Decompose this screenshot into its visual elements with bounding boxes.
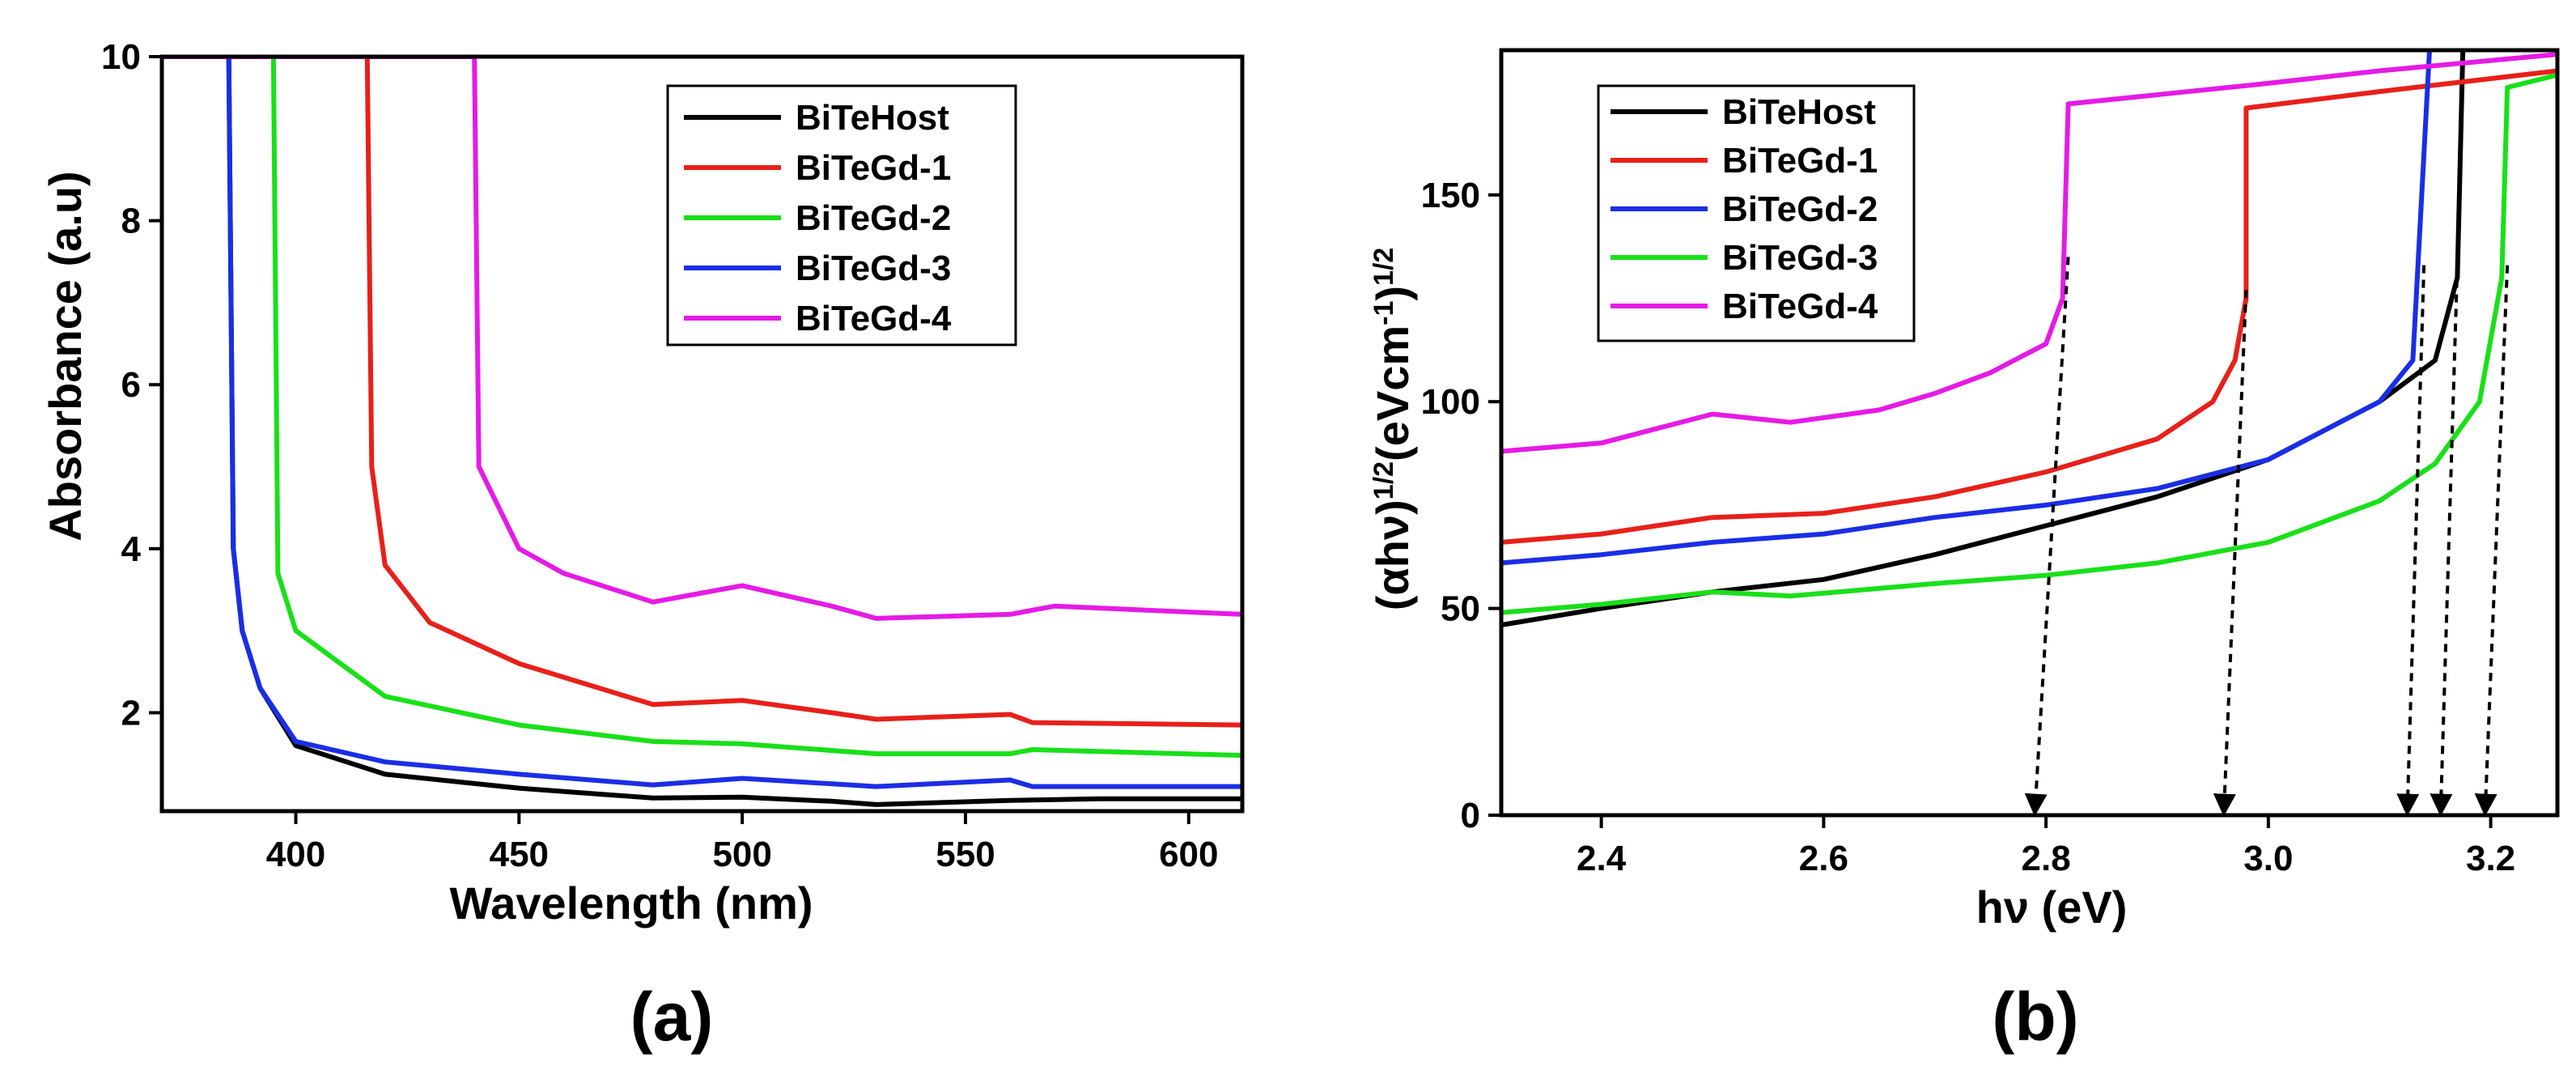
panel-b-series-group bbox=[1501, 50, 2557, 627]
panel-b-y-tick-label: 150 bbox=[1421, 176, 1480, 215]
panel-b-series-bitegd-4 bbox=[1501, 52, 2557, 454]
panel-b-x-tick-label: 2.6 bbox=[1799, 839, 1848, 878]
panel-a-y-tick-label: 10 bbox=[101, 37, 141, 77]
panel-b-x-axis-title: hν (eV) bbox=[1976, 882, 2128, 933]
panel-b-legend: BiTeHost BiTeGd-1 BiTeGd-2 BiTeGd-3 BiTeGd-4 bbox=[1597, 84, 1916, 342]
panel-a-legend-label: BiTeHost bbox=[796, 98, 949, 138]
panel-a-x-tick-label: 450 bbox=[490, 835, 549, 874]
panel-b-series-bitegd-1 bbox=[1501, 68, 2557, 545]
panel-a-legend-label: BiTeGd-2 bbox=[796, 198, 951, 238]
panel-b-legend-label: BiTeGd-3 bbox=[1722, 238, 1878, 278]
panel-a-series-bitegd-2 bbox=[162, 57, 1242, 759]
panel-a-y-axis-title: Absorbance (a.u) bbox=[40, 171, 91, 541]
panel-b-y-title-close: ) bbox=[1367, 286, 1418, 301]
panel-a-legend: BiTeHost BiTeGd-1 BiTeGd-2 BiTeGd-3 BiTeGd-4 bbox=[666, 84, 1017, 346]
panel-b-y-tick-label: 50 bbox=[1441, 589, 1480, 629]
panel-b-tangent-arrows bbox=[2024, 257, 2510, 817]
panel-b-y-tick-label: 100 bbox=[1421, 382, 1480, 422]
panel-a-x-tick-label: 600 bbox=[1159, 835, 1218, 874]
panel-a-series-group bbox=[162, 57, 1242, 807]
panel-a-x-tick-label: 400 bbox=[266, 835, 325, 874]
panel-a-label: (a) bbox=[630, 979, 714, 1055]
panel-a-x-axis-title: Wavelength (nm) bbox=[449, 878, 813, 929]
panel-b-tangent-arrow bbox=[2024, 257, 2070, 817]
panel-b-tangent-arrow bbox=[2396, 265, 2426, 817]
panel-b-y-tick-label: 0 bbox=[1461, 796, 1480, 835]
panel-b-legend-label: BiTeGd-1 bbox=[1722, 141, 1878, 181]
panel-b-chart: 2.4 2.6 2.8 3.0 3.2 0 50 100 150 BiTeHost BiTeGd-… bbox=[1367, 48, 2560, 1055]
panel-a-ticks: 400 450 500 550 600 2 4 6 8 10 bbox=[101, 37, 1218, 874]
panel-a-legend-label: BiTeGd-1 bbox=[796, 148, 951, 188]
panel-b-tangent-arrow bbox=[2474, 265, 2510, 817]
panel-b-y-axis-title: (αhν)1/2(eVcm-1)1/2 bbox=[1367, 248, 1418, 611]
panel-b-series-bitegd-3 bbox=[1501, 72, 2557, 615]
panel-a-legend-label: BiTeGd-4 bbox=[796, 299, 952, 338]
panel-b-y-title-base: (αhν) bbox=[1367, 499, 1418, 610]
panel-b-tangent-arrow bbox=[2430, 265, 2459, 817]
panel-b-plot-frame bbox=[1499, 48, 2560, 818]
panel-a-series-bitegd-4 bbox=[162, 57, 1242, 621]
panel-b-x-tick-label: 2.8 bbox=[2022, 839, 2071, 878]
panel-b-series-bitegd-2 bbox=[1501, 50, 2432, 566]
panel-a-y-tick-label: 4 bbox=[121, 529, 142, 569]
panel-b-y-title-exp2: -1 bbox=[1369, 301, 1399, 325]
panel-b-legend-label: BiTeGd-2 bbox=[1722, 189, 1878, 229]
panel-a-legend-label: BiTeGd-3 bbox=[796, 249, 951, 288]
panel-b-legend-label: BiTeGd-4 bbox=[1722, 287, 1878, 326]
panel-b-x-tick-label: 2.4 bbox=[1577, 839, 1627, 878]
panel-b-ticks: 2.4 2.6 2.8 3.0 3.2 0 50 100 150 bbox=[1421, 176, 2516, 878]
panel-b-x-tick-label: 3.0 bbox=[2243, 839, 2293, 878]
panel-a-x-tick-label: 500 bbox=[712, 835, 771, 874]
panel-b-y-title-exp3: 1/2 bbox=[1369, 248, 1399, 286]
panel-a-y-tick-label: 2 bbox=[121, 693, 141, 733]
panel-a-y-tick-label: 8 bbox=[121, 202, 141, 241]
panel-b-y-title-exp1: 1/2 bbox=[1369, 461, 1399, 499]
panel-b-legend-box bbox=[1597, 84, 1916, 342]
panel-b-x-tick-label: 3.2 bbox=[2466, 839, 2515, 878]
panel-a-y-tick-label: 6 bbox=[121, 365, 141, 405]
panel-b-y-title-mid: (eVcm bbox=[1367, 325, 1418, 461]
panel-b-legend-label: BiTeHost bbox=[1722, 92, 1876, 132]
panel-a-series-bitegd-1 bbox=[162, 57, 1242, 728]
panel-a-plot-frame bbox=[159, 54, 1245, 814]
panel-a-series-bitegd-3 bbox=[226, 57, 1242, 789]
panel-a-x-tick-label: 550 bbox=[936, 835, 995, 874]
panel-b-label: (b) bbox=[1992, 979, 2078, 1055]
